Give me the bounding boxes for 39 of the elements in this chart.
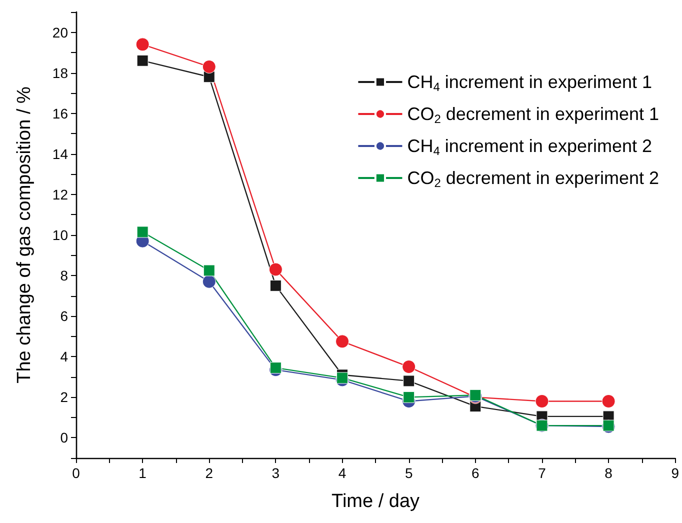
point: [602, 394, 616, 408]
y-tick-label: 18: [52, 64, 68, 81]
x-tick-label: 0: [72, 465, 80, 481]
x-tick-label: 5: [404, 465, 413, 481]
x-tick-label: 7: [538, 465, 546, 481]
point: [270, 280, 282, 292]
point: [136, 226, 148, 238]
x-tick-label: 6: [472, 465, 480, 481]
y-tick-label: 16: [52, 105, 68, 122]
point: [203, 264, 215, 276]
x-tick-label: 3: [272, 465, 280, 481]
point: [202, 60, 216, 74]
y-tick-label: 2: [60, 389, 68, 406]
x-tick-label: 2: [205, 465, 214, 481]
point: [270, 362, 282, 374]
y-axis-title: The change of gas composition / %: [14, 86, 35, 384]
point: [202, 274, 216, 288]
x-tick-label: 8: [604, 465, 613, 481]
y-tick-label: 10: [52, 227, 68, 243]
y-tick-label: 8: [60, 268, 68, 284]
x-tick-label: 9: [671, 465, 680, 481]
point: [535, 394, 549, 408]
point: [268, 262, 282, 276]
point: [403, 391, 415, 403]
point: [136, 54, 148, 66]
y-tick-label: 20: [52, 24, 68, 40]
y-tick-label: 0: [60, 430, 68, 446]
y-tick-label: 12: [52, 186, 68, 202]
x-axis-title: Time / day: [332, 491, 420, 512]
point: [336, 372, 348, 384]
x-tick-label: 4: [338, 465, 346, 481]
point: [336, 334, 350, 348]
y-tick-label: 14: [52, 146, 68, 162]
y-tick-label: 6: [60, 308, 68, 324]
point: [402, 360, 416, 374]
point: [136, 38, 150, 52]
y-tick-label: 4: [60, 348, 68, 365]
x-tick-label: 1: [138, 465, 147, 481]
point: [403, 375, 415, 387]
